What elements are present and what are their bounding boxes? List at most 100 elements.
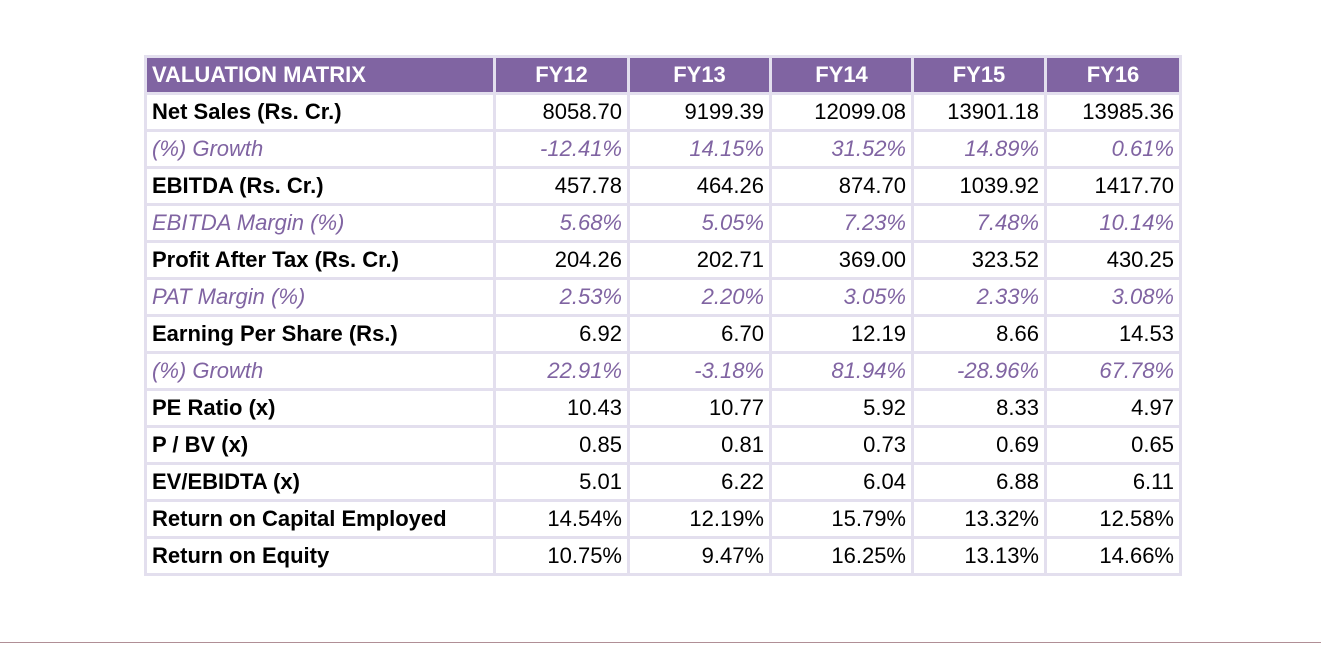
row-label: Return on Capital Employed	[147, 502, 493, 536]
table-body: Net Sales (Rs. Cr.) 8058.70 9199.39 12099.0…	[147, 95, 1179, 573]
table-row: Earning Per Share (Rs.) 6.92 6.70 12.19 8.66…	[147, 317, 1179, 351]
row-label: PE Ratio (x)	[147, 391, 493, 425]
value-cell: 6.92	[496, 317, 627, 351]
value-cell: 6.70	[630, 317, 769, 351]
value-cell: 14.89%	[914, 132, 1044, 166]
row-label: (%) Growth	[147, 354, 493, 388]
value-cell: 6.88	[914, 465, 1044, 499]
value-cell: 81.94%	[772, 354, 911, 388]
value-cell: 5.92	[772, 391, 911, 425]
value-cell: 464.26	[630, 169, 769, 203]
value-cell: 14.66%	[1047, 539, 1179, 573]
value-cell: 13901.18	[914, 95, 1044, 129]
header-cell-fy16: FY16	[1047, 58, 1179, 92]
header-cell-fy12: FY12	[496, 58, 627, 92]
value-cell: 12.19%	[630, 502, 769, 536]
value-cell: 5.05%	[630, 206, 769, 240]
table-header-row: VALUATION MATRIX FY12 FY13 FY14 FY15 FY1…	[147, 58, 1179, 92]
value-cell: 1039.92	[914, 169, 1044, 203]
table-row: PE Ratio (x) 10.43 10.77 5.92 8.33 4.97	[147, 391, 1179, 425]
value-cell: 10.14%	[1047, 206, 1179, 240]
row-label: Earning Per Share (Rs.)	[147, 317, 493, 351]
value-cell: -28.96%	[914, 354, 1044, 388]
table-row: PAT Margin (%) 2.53% 2.20% 3.05% 2.33% 3.08%	[147, 280, 1179, 314]
value-cell: 5.01	[496, 465, 627, 499]
value-cell: 430.25	[1047, 243, 1179, 277]
value-cell: 10.77	[630, 391, 769, 425]
table-row: Profit After Tax (Rs. Cr.) 204.26 202.71 36…	[147, 243, 1179, 277]
row-label: P / BV (x)	[147, 428, 493, 462]
value-cell: 13.32%	[914, 502, 1044, 536]
value-cell: 8.33	[914, 391, 1044, 425]
row-label: EV/EBIDTA (x)	[147, 465, 493, 499]
value-cell: 22.91%	[496, 354, 627, 388]
value-cell: 6.04	[772, 465, 911, 499]
value-cell: 7.23%	[772, 206, 911, 240]
table-row: Net Sales (Rs. Cr.) 8058.70 9199.39 12099.0…	[147, 95, 1179, 129]
value-cell: 8058.70	[496, 95, 627, 129]
value-cell: 6.11	[1047, 465, 1179, 499]
table-row: Return on Capital Employed 14.54% 12.19% 15…	[147, 502, 1179, 536]
header-cell-fy15: FY15	[914, 58, 1044, 92]
row-label: (%) Growth	[147, 132, 493, 166]
value-cell: 4.97	[1047, 391, 1179, 425]
value-cell: 12.58%	[1047, 502, 1179, 536]
value-cell: 14.15%	[630, 132, 769, 166]
row-label: EBITDA Margin (%)	[147, 206, 493, 240]
value-cell: 0.81	[630, 428, 769, 462]
value-cell: 12.19	[772, 317, 911, 351]
table-row: EV/EBIDTA (x) 5.01 6.22 6.04 6.88 6.11	[147, 465, 1179, 499]
table-row: (%) Growth -12.41% 14.15% 31.52% 14.89% 0.61%	[147, 132, 1179, 166]
row-label: PAT Margin (%)	[147, 280, 493, 314]
value-cell: 13.13%	[914, 539, 1044, 573]
value-cell: -3.18%	[630, 354, 769, 388]
row-label: Net Sales (Rs. Cr.)	[147, 95, 493, 129]
row-label: Profit After Tax (Rs. Cr.)	[147, 243, 493, 277]
value-cell: 9199.39	[630, 95, 769, 129]
table-row: Return on Equity 10.75% 9.47% 16.25% 13.13% 1…	[147, 539, 1179, 573]
value-cell: 14.54%	[496, 502, 627, 536]
row-label: EBITDA (Rs. Cr.)	[147, 169, 493, 203]
value-cell: 323.52	[914, 243, 1044, 277]
value-cell: 0.85	[496, 428, 627, 462]
value-cell: 0.69	[914, 428, 1044, 462]
value-cell: -12.41%	[496, 132, 627, 166]
value-cell: 369.00	[772, 243, 911, 277]
value-cell: 0.65	[1047, 428, 1179, 462]
value-cell: 1417.70	[1047, 169, 1179, 203]
value-cell: 10.75%	[496, 539, 627, 573]
value-cell: 9.47%	[630, 539, 769, 573]
value-cell: 6.22	[630, 465, 769, 499]
value-cell: 2.33%	[914, 280, 1044, 314]
value-cell: 202.71	[630, 243, 769, 277]
value-cell: 3.05%	[772, 280, 911, 314]
table-row: P / BV (x) 0.85 0.81 0.73 0.69 0.65	[147, 428, 1179, 462]
value-cell: 204.26	[496, 243, 627, 277]
table-row: EBITDA (Rs. Cr.) 457.78 464.26 874.70 1039.9…	[147, 169, 1179, 203]
value-cell: 10.43	[496, 391, 627, 425]
value-cell: 0.73	[772, 428, 911, 462]
row-label: Return on Equity	[147, 539, 493, 573]
value-cell: 457.78	[496, 169, 627, 203]
bottom-divider	[0, 642, 1321, 643]
value-cell: 2.20%	[630, 280, 769, 314]
value-cell: 874.70	[772, 169, 911, 203]
value-cell: 12099.08	[772, 95, 911, 129]
header-cell-fy14: FY14	[772, 58, 911, 92]
value-cell: 8.66	[914, 317, 1044, 351]
value-cell: 31.52%	[772, 132, 911, 166]
value-cell: 2.53%	[496, 280, 627, 314]
header-cell-title: VALUATION MATRIX	[147, 58, 493, 92]
value-cell: 15.79%	[772, 502, 911, 536]
value-cell: 0.61%	[1047, 132, 1179, 166]
table-row: EBITDA Margin (%) 5.68% 5.05% 7.23% 7.48% 10.…	[147, 206, 1179, 240]
value-cell: 5.68%	[496, 206, 627, 240]
valuation-matrix-table: VALUATION MATRIX FY12 FY13 FY14 FY15 FY1…	[144, 55, 1182, 576]
value-cell: 67.78%	[1047, 354, 1179, 388]
value-cell: 16.25%	[772, 539, 911, 573]
header-cell-fy13: FY13	[630, 58, 769, 92]
table-row: (%) Growth 22.91% -3.18% 81.94% -28.96% 67.78…	[147, 354, 1179, 388]
value-cell: 14.53	[1047, 317, 1179, 351]
value-cell: 13985.36	[1047, 95, 1179, 129]
